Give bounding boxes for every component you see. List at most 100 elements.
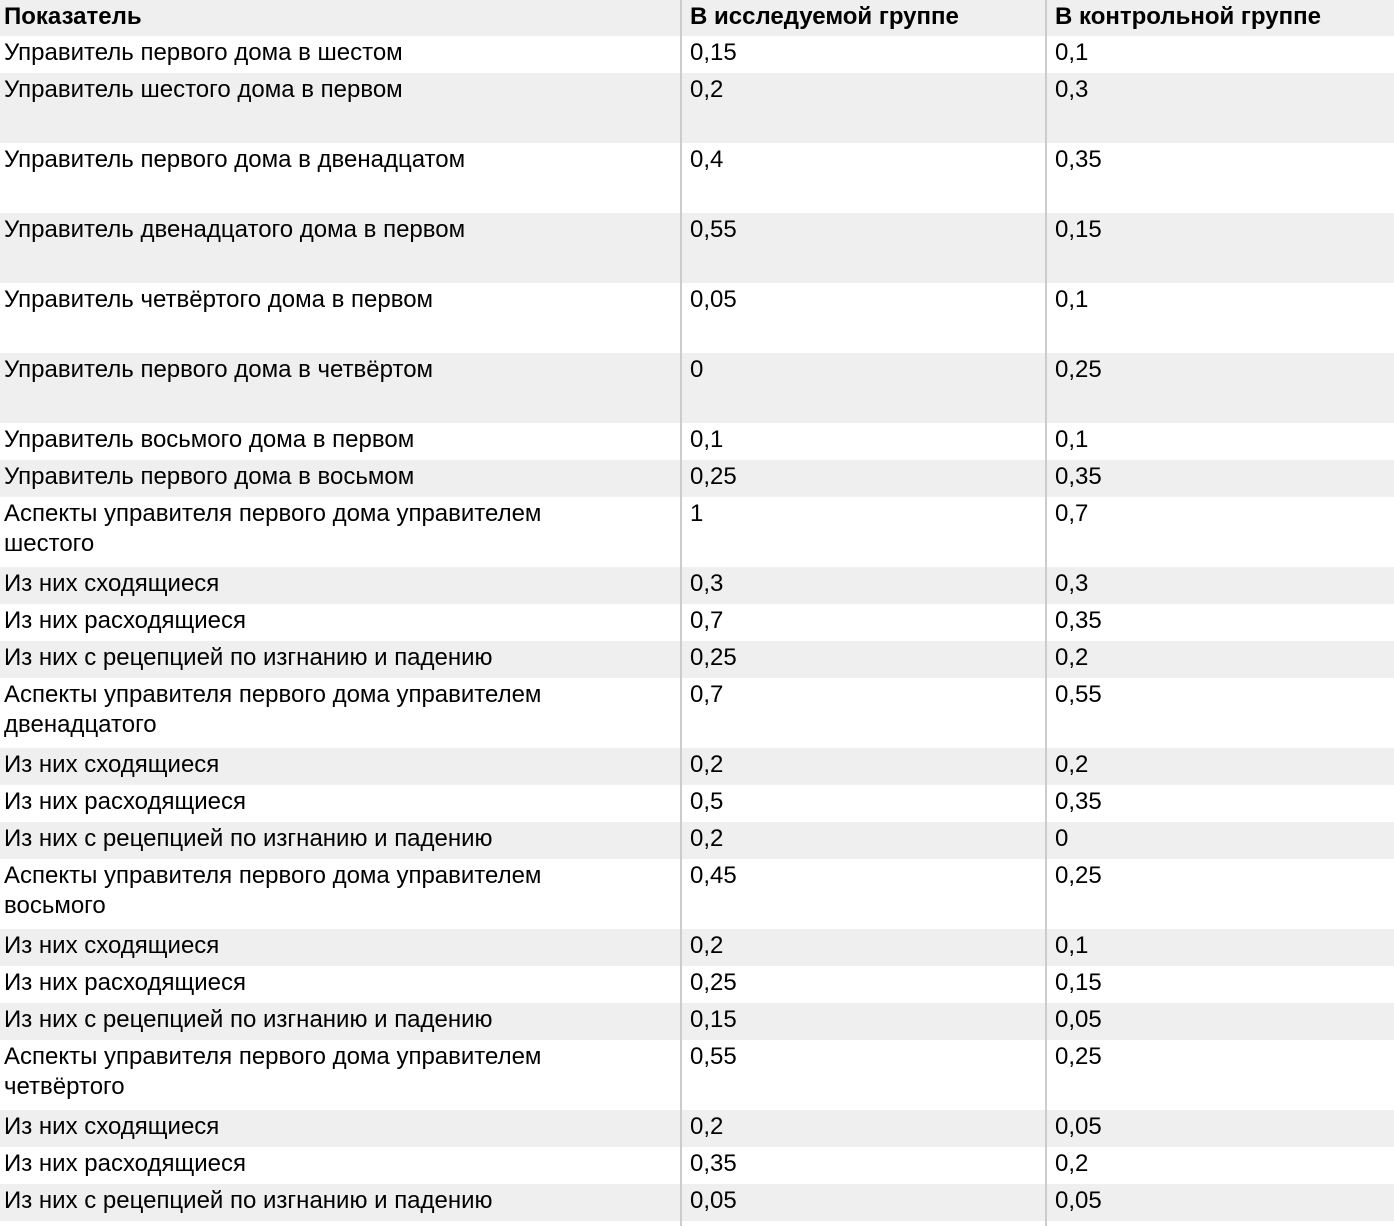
- table-row: Из них расходящиеся 0,5 0,35: [0, 785, 1394, 822]
- table-row: Управитель двенадцатого дома в первом 0,5…: [0, 213, 1394, 283]
- study-group-value: 0,2: [680, 748, 1046, 785]
- table-row: Из них сходящиеся 0,3 0,3: [0, 567, 1394, 604]
- control-group-value: 0,05: [1045, 1184, 1394, 1221]
- indicator-cell: Аспекты управителя первого дома управите…: [4, 681, 542, 738]
- indicator-cell: Управитель шестого дома в первом: [4, 76, 403, 103]
- study-group-value: 0,25: [680, 966, 1046, 1003]
- table-row: Управитель первого дома в шестом 0,15 0,1: [0, 36, 1394, 73]
- study-group-value: 0,5: [680, 785, 1046, 822]
- table-row: Управитель четвёртого дома в первом 0,05 0…: [0, 283, 1394, 353]
- study-group-value: 0: [680, 353, 1046, 423]
- indicator-cell: Управитель первого дома в четвёртом: [4, 356, 434, 383]
- control-group-value: 0,35: [1045, 460, 1394, 497]
- study-group-value: 0,1: [680, 423, 1046, 460]
- indicator-cell: Из них с рецепцией по изгнанию и падению: [4, 644, 493, 671]
- indicator-cell: Из них сходящиеся: [4, 1113, 220, 1140]
- indicator-cell: Управитель двенадцатого дома в первом: [4, 216, 466, 243]
- indicator-cell: Управитель первого дома в двенадцатом: [4, 146, 466, 173]
- control-group-value: 0,7: [1045, 497, 1394, 567]
- indicator-cell: Из них расходящиеся: [4, 788, 246, 815]
- study-group-value: 0,05: [680, 1184, 1046, 1221]
- study-group-value: 0,25: [680, 641, 1046, 678]
- table-row: Из них сходящиеся 0,2 0,1: [0, 929, 1394, 966]
- table-row: Управитель первого дома в четвёртом 0 0,25: [0, 353, 1394, 423]
- indicator-cell: Из них сходящиеся: [4, 751, 220, 778]
- table-row: Управитель первого дома в восьмом 0,25 0,3…: [0, 460, 1394, 497]
- indicator-cell: Управитель первого дома в шестом: [4, 39, 403, 66]
- control-group-value: 0,3: [1045, 73, 1394, 143]
- control-group-value: 0,25: [1045, 353, 1394, 423]
- control-group-value: 0,35: [1045, 785, 1394, 822]
- col-header-study-group: В исследуемой группе: [680, 0, 1046, 36]
- table-row: Из них расходящиеся 0,7 0,35: [0, 604, 1394, 641]
- partial-clipped-row: [0, 1221, 1394, 1226]
- study-group-value: 0,55: [680, 213, 1046, 283]
- indicator-cell: Из них сходящиеся: [4, 932, 220, 959]
- indicator-cell: Управитель восьмого дома в первом: [4, 426, 415, 453]
- indicator-cell: Аспекты управителя первого дома управите…: [4, 1043, 542, 1100]
- study-group-value: 0,15: [680, 1003, 1046, 1040]
- control-group-value: 0,2: [1045, 1147, 1394, 1184]
- control-group-value: 0,35: [1045, 143, 1394, 213]
- control-group-value: 0,2: [1045, 641, 1394, 678]
- study-group-value: 0,7: [680, 678, 1046, 748]
- control-group-value: 0,25: [1045, 859, 1394, 929]
- control-group-value: 0,55: [1045, 678, 1394, 748]
- indicator-cell: Из них с рецепцией по изгнанию и падению: [4, 1006, 493, 1033]
- table-row: Из них расходящиеся 0,35 0,2: [0, 1147, 1394, 1184]
- col-header-indicator: Показатель: [4, 3, 142, 30]
- study-group-value: 0,25: [680, 460, 1046, 497]
- indicator-cell: Из них расходящиеся: [4, 607, 246, 634]
- study-group-value: 0,15: [680, 36, 1046, 73]
- table-row: Из них расходящиеся 0,25 0,15: [0, 966, 1394, 1003]
- control-group-value: 0,1: [1045, 423, 1394, 460]
- control-group-value: 0,25: [1045, 1040, 1394, 1110]
- control-group-value: 0,1: [1045, 929, 1394, 966]
- study-group-value: 0,55: [680, 1040, 1046, 1110]
- study-group-value: 0,2: [680, 73, 1046, 143]
- study-group-value: 0,45: [680, 859, 1046, 929]
- control-group-value: 0,35: [1045, 604, 1394, 641]
- control-group-value: 0: [1045, 822, 1394, 859]
- indicator-cell: Аспекты управителя первого дома управите…: [4, 500, 542, 557]
- control-group-value: 0,3: [1045, 567, 1394, 604]
- table-row: Аспекты управителя первого дома управите…: [0, 678, 1394, 748]
- table-body: Управитель первого дома в шестом 0,15 0,1 У…: [0, 36, 1394, 1226]
- study-group-value: 0,7: [680, 604, 1046, 641]
- table-row: Управитель первого дома в двенадцатом 0,4…: [0, 143, 1394, 213]
- indicator-cell: [0, 1221, 681, 1226]
- indicator-cell: Управитель четвёртого дома в первом: [4, 286, 434, 313]
- study-group-value: 0,05: [680, 283, 1046, 353]
- indicator-cell: Аспекты управителя первого дома управите…: [4, 862, 542, 919]
- control-group-value: [1045, 1221, 1394, 1226]
- control-group-value: 0,05: [1045, 1003, 1394, 1040]
- table-row: Из них сходящиеся 0,2 0,2: [0, 748, 1394, 785]
- control-group-value: 0,15: [1045, 213, 1394, 283]
- study-group-value: 0,3: [680, 567, 1046, 604]
- header-row: Показатель В исследуемой группе В контро…: [0, 0, 1394, 36]
- indicator-cell: Из них с рецепцией по изгнанию и падению: [4, 825, 493, 852]
- control-group-value: 0,15: [1045, 966, 1394, 1003]
- table-row: Из них сходящиеся 0,2 0,05: [0, 1110, 1394, 1147]
- table-header: Показатель В исследуемой группе В контро…: [0, 0, 1394, 36]
- table-row: Из них с рецепцией по изгнанию и падению…: [0, 1184, 1394, 1221]
- control-group-value: 0,1: [1045, 36, 1394, 73]
- table-row: Аспекты управителя первого дома управите…: [0, 859, 1394, 929]
- indicator-cell: Из них расходящиеся: [4, 1150, 246, 1177]
- table-row: Управитель шестого дома в первом 0,2 0,3: [0, 73, 1394, 143]
- control-group-value: 0,1: [1045, 283, 1394, 353]
- col-header-control-group: В контрольной группе: [1045, 0, 1394, 36]
- study-group-value: [680, 1221, 1046, 1226]
- table-row: Аспекты управителя первого дома управите…: [0, 1040, 1394, 1110]
- table-row: Из них с рецепцией по изгнанию и падению…: [0, 822, 1394, 859]
- table-row: Аспекты управителя первого дома управите…: [0, 497, 1394, 567]
- control-group-value: 0,05: [1045, 1110, 1394, 1147]
- study-group-value: 0,4: [680, 143, 1046, 213]
- table-row: Управитель восьмого дома в первом 0,1 0,1: [0, 423, 1394, 460]
- table-row: Из них с рецепцией по изгнанию и падению…: [0, 641, 1394, 678]
- study-group-value: 0,2: [680, 822, 1046, 859]
- indicator-cell: Из них сходящиеся: [4, 570, 220, 597]
- study-group-value: 0,2: [680, 929, 1046, 966]
- table-row: Из них с рецепцией по изгнанию и падению…: [0, 1003, 1394, 1040]
